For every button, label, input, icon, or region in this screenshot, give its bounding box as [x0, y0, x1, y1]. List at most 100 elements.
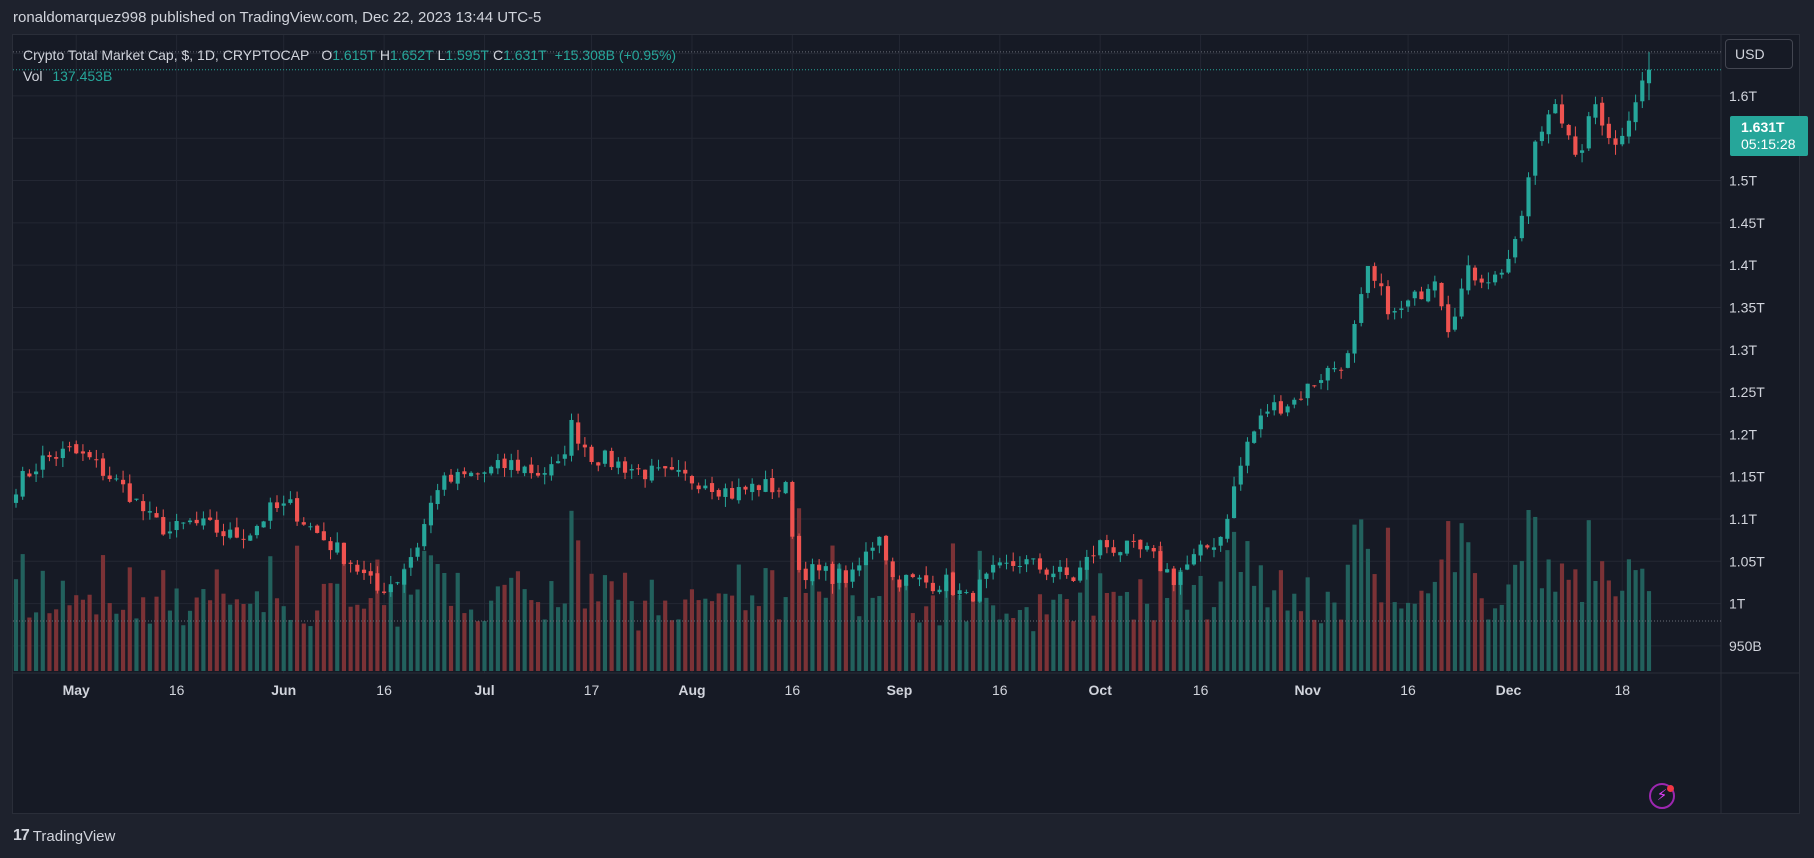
volume-bar	[214, 569, 219, 671]
volume-bar	[422, 550, 427, 671]
lightning-bolt-icon[interactable]: ⚡	[1649, 783, 1675, 809]
time-axis-label: 16	[1193, 682, 1209, 698]
volume-bar	[475, 621, 480, 671]
candle-body	[187, 520, 193, 523]
candle-body	[930, 582, 935, 592]
candle-body	[582, 444, 587, 448]
volume-bar	[295, 545, 300, 671]
candle-body	[1412, 291, 1417, 299]
candle-body	[482, 472, 487, 474]
candle-body	[74, 444, 79, 454]
volume-bar	[34, 612, 39, 671]
candle-body	[1285, 406, 1290, 413]
volume-bar	[984, 597, 989, 671]
volume-bar	[1171, 572, 1176, 671]
tradingview-brand: TradingView	[32, 827, 116, 845]
candle-body	[1332, 368, 1337, 370]
candle-body	[904, 574, 909, 586]
volume-bar	[462, 613, 467, 671]
time-axis-label: Jul	[474, 682, 494, 698]
volume-bar	[616, 599, 621, 671]
volume-bar	[1446, 521, 1451, 671]
chart-frame[interactable]: 950B 1T 1.05T 1.1T 1.15T 1.2T 1.25T 1.3T 1.35T 1.…	[12, 34, 1808, 814]
candle-body	[288, 499, 293, 503]
candle-body	[1044, 569, 1049, 575]
volume-bar	[1292, 593, 1297, 671]
volume-bar	[435, 564, 440, 671]
volume-bar	[1258, 565, 1263, 671]
volume-bar	[643, 600, 648, 671]
volume-bar	[1051, 599, 1056, 671]
candle-body	[1024, 559, 1029, 565]
candle-body	[1057, 566, 1063, 572]
candle-body	[937, 589, 942, 593]
time-axis-label: 16	[1400, 682, 1416, 698]
candlestick-chart[interactable]: 950B 1T 1.05T 1.1T 1.15T 1.2T 1.25T 1.3T 1.35T 1.…	[13, 35, 1799, 813]
volume-bar	[1432, 581, 1437, 671]
candle-body	[1379, 283, 1384, 287]
candle-body	[1064, 567, 1069, 576]
volume-bar	[944, 581, 949, 671]
volume-bar	[288, 619, 293, 671]
volume-bar	[803, 592, 808, 671]
candle-body	[649, 465, 654, 481]
currency-button[interactable]: USD	[1725, 39, 1793, 69]
candle-body	[462, 471, 467, 475]
candle-body	[475, 473, 480, 475]
volume-bar	[1118, 595, 1123, 671]
volume-bar	[1024, 607, 1029, 671]
volume-bar	[509, 577, 514, 671]
candle-body	[1031, 558, 1036, 560]
volume-bar	[823, 597, 828, 671]
volume-bar	[556, 607, 561, 671]
candle-body	[837, 568, 842, 583]
volume-bar	[395, 626, 400, 671]
volume-bar	[1218, 581, 1223, 671]
candle-body	[1492, 274, 1498, 283]
volume-bar	[1459, 523, 1464, 671]
candle-body	[810, 564, 815, 582]
volume-bar	[683, 599, 688, 671]
volume-bar	[1104, 593, 1109, 671]
volume-bar	[636, 630, 641, 671]
time-axis-label: Sep	[887, 682, 913, 698]
symbol-name[interactable]: Crypto Total Market Cap, $, 1D, CRYPTOCA…	[23, 47, 310, 63]
candle-body	[1178, 571, 1183, 585]
volume-bar	[248, 603, 253, 671]
candle-body	[375, 573, 380, 591]
candle-body	[1004, 562, 1009, 564]
volume-bar	[415, 589, 420, 671]
volume-bar	[60, 580, 65, 671]
volume-bar	[87, 594, 92, 671]
volume-bar	[107, 603, 112, 671]
time-axis-label: 18	[1614, 682, 1630, 698]
last-price-tag: 1.631T 05:15:28	[1730, 116, 1808, 156]
candle-body	[1198, 544, 1203, 556]
volume-bar	[1124, 591, 1130, 671]
tradingview-logo[interactable]: 17 TradingView	[13, 826, 115, 846]
candle-body	[1238, 465, 1243, 485]
volume-bar	[1559, 563, 1565, 671]
volume-bar	[1579, 601, 1585, 671]
candle-body	[1205, 545, 1210, 548]
candle-body	[636, 468, 641, 470]
volume-bar	[1379, 602, 1384, 671]
candle-body	[27, 473, 32, 477]
volume-bar	[549, 581, 554, 671]
price-axis-label: 1.05T	[1729, 553, 1765, 569]
tradingview-logo-icon: 17	[13, 827, 30, 844]
candle-body	[435, 490, 440, 505]
volume-bar	[1298, 611, 1304, 671]
chart-legend: Crypto Total Market Cap, $, 1D, CRYPTOCA…	[23, 45, 676, 87]
candle-body	[382, 591, 387, 593]
candle-body	[549, 464, 554, 476]
volume-bar	[194, 597, 199, 671]
volume-bar	[54, 609, 59, 671]
candle-body	[1486, 282, 1491, 284]
volume-label[interactable]: Vol	[23, 68, 43, 84]
volume-bar	[562, 603, 567, 671]
candle-body	[1305, 383, 1310, 399]
candle-body	[850, 569, 855, 582]
volume-bar	[930, 595, 935, 671]
candle-body	[1613, 138, 1618, 145]
